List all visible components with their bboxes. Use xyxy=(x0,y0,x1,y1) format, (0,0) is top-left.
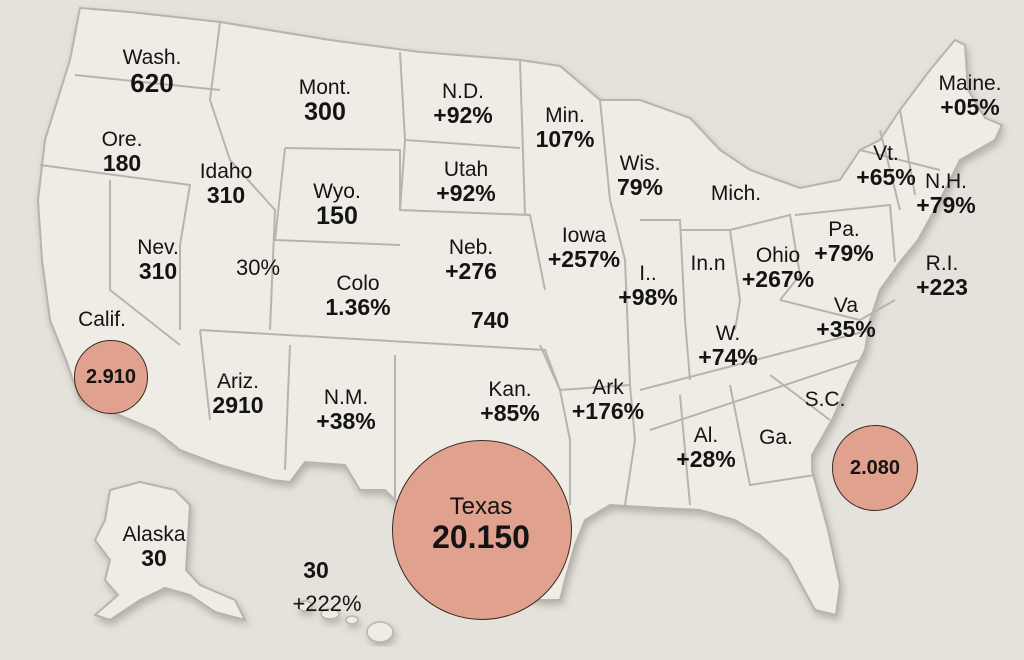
state-label-al: Al. +28% xyxy=(676,424,736,473)
state-label-iowa: Iowa +257% xyxy=(547,224,621,273)
state-label-w: W. +74% xyxy=(698,322,758,371)
state-label-ark: Ark +176% xyxy=(571,376,645,425)
state-label-mich: Mich. xyxy=(710,182,762,205)
state-label-ri: R.I. +223 xyxy=(916,252,968,301)
fla-bubble: 2.080 xyxy=(832,425,918,511)
state-label-utah: Utah +92% xyxy=(436,158,496,207)
mainland-us-shape xyxy=(36,6,1004,617)
state-label-kan: Kan. +85% xyxy=(480,378,540,427)
state-label-nm: N.M. +38% xyxy=(316,386,376,435)
state-label-min: Min. 107% xyxy=(535,104,595,153)
hawaii-islands xyxy=(297,600,394,643)
state-label-nd: N.D. +92% xyxy=(433,80,493,129)
state-label-ga: Ga. xyxy=(759,426,793,449)
state-label-wash: Wash. 620 xyxy=(122,46,182,99)
state-label-texas: Texas 20.150 xyxy=(432,493,530,556)
state-label-ohio: Ohio +267% xyxy=(741,244,815,293)
state-label-vt: Vt. +65% xyxy=(856,142,916,191)
state-borders xyxy=(39,21,941,506)
state-label-va: Va +35% xyxy=(816,294,876,343)
state-label-pct30: 30% xyxy=(235,255,281,280)
state-label-calif: Calif. xyxy=(78,308,126,331)
texas-bubble xyxy=(392,440,572,620)
state-label-mont: Mont. 300 xyxy=(298,76,352,127)
state-label-colo: Colo 1.36% xyxy=(325,272,391,321)
calif-bubble: 2.910 xyxy=(74,340,148,414)
state-label-hawaii-pct: +222% xyxy=(292,591,362,616)
state-label-inn: In.n xyxy=(690,252,726,275)
state-label-maine: Maine. +05% xyxy=(938,72,1002,121)
state-label-pa: Pa. +79% xyxy=(814,218,874,267)
state-label-idaho: Idaho 310 xyxy=(199,160,253,209)
state-label-hawaii: 30 xyxy=(303,557,329,583)
state-label-ill: I.. +98% xyxy=(618,262,678,311)
state-label-740: 740 xyxy=(470,307,510,333)
state-label-neb: Neb. +276 xyxy=(445,236,497,285)
state-label-wyo: Wyo. 150 xyxy=(313,180,361,231)
alaska-shape xyxy=(93,480,247,622)
state-label-wis: Wis. 79% xyxy=(616,152,664,201)
state-label-ore: Ore. 180 xyxy=(101,128,143,177)
state-label-sc: S.C. xyxy=(804,388,846,411)
state-label-nev: Nev. 310 xyxy=(137,236,179,285)
state-label-ariz: Ariz. 2910 xyxy=(212,370,264,419)
state-label-alaska: Alaska 30 xyxy=(122,523,186,572)
state-label-nh: N.H. +79% xyxy=(916,170,976,219)
